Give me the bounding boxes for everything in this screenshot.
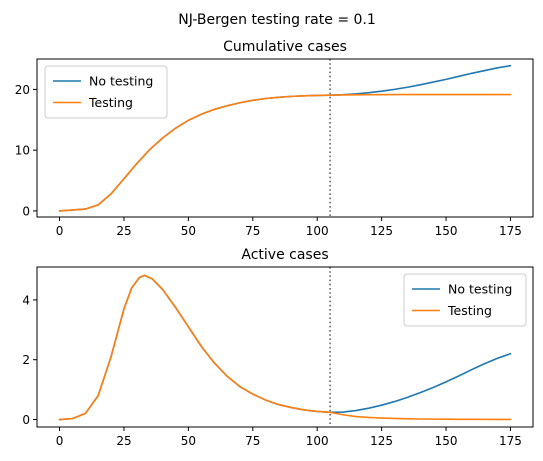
active-title: Active cases — [241, 247, 328, 263]
x-tick-label: 125 — [370, 434, 393, 448]
cumulative-x-tick: 175 — [499, 217, 522, 238]
active-x-tick: 100 — [306, 427, 329, 448]
active-y-tick: 4 — [22, 293, 37, 307]
x-tick-label: 25 — [116, 224, 131, 238]
cumulative-x-tick: 50 — [181, 217, 196, 238]
cumulative-y-tick: 20 — [15, 83, 37, 97]
legend-label-testing: Testing — [447, 303, 492, 318]
active-x-tick: 150 — [435, 427, 458, 448]
active-y-tick: 0 — [22, 413, 37, 427]
y-tick-label: 20 — [15, 83, 30, 97]
cumulative-x-tick: 150 — [435, 217, 458, 238]
figure-suptitle: NJ-Bergen testing rate = 0.1 — [178, 12, 376, 28]
legend-label-no-testing: No testing — [448, 282, 512, 297]
x-tick-label: 75 — [245, 224, 260, 238]
cumulative-x-tick: 75 — [245, 217, 260, 238]
x-tick-label: 0 — [56, 224, 64, 238]
y-tick-label: 4 — [22, 293, 30, 307]
y-tick-label: 2 — [22, 353, 30, 367]
active-x-tick: 50 — [181, 427, 196, 448]
x-tick-label: 25 — [116, 434, 131, 448]
cumulative-x-tick: 0 — [56, 217, 64, 238]
active-axes-frame — [36, 266, 534, 428]
x-tick-label: 150 — [435, 434, 458, 448]
legend-label-no-testing: No testing — [89, 74, 153, 89]
legend-box — [44, 65, 168, 119]
active-x-tick: 0 — [56, 427, 64, 448]
legend-box — [403, 273, 527, 327]
active-x-tick: 175 — [499, 427, 522, 448]
y-tick-label: 0 — [22, 204, 30, 218]
cumulative-y-tick: 0 — [22, 204, 37, 218]
x-tick-label: 50 — [181, 434, 196, 448]
cumulative-y-tick: 10 — [15, 144, 37, 158]
cumulative-cases-panel: Cumulative cases 0 25 50 75 100 125 150 175 0 10 20… — [15, 39, 534, 238]
x-tick-label: 50 — [181, 224, 196, 238]
x-tick-label: 175 — [499, 224, 522, 238]
active-cases-panel: Active cases 0 25 50 75 100 125 150 175 0 2 4 No tes… — [22, 247, 534, 448]
x-tick-label: 150 — [435, 224, 458, 238]
x-tick-label: 75 — [245, 434, 260, 448]
cumulative-axes-frame — [36, 58, 534, 218]
legend-label-testing: Testing — [88, 95, 133, 110]
x-tick-label: 125 — [370, 224, 393, 238]
cumulative-title: Cumulative cases — [223, 39, 347, 55]
active-x-tick: 25 — [116, 427, 132, 448]
x-tick-label: 175 — [499, 434, 522, 448]
y-tick-label: 0 — [22, 413, 30, 427]
cumulative-x-tick: 25 — [116, 217, 132, 238]
active-x-tick: 75 — [245, 427, 260, 448]
active-y-tick: 2 — [22, 353, 37, 367]
active-x-tick: 125 — [370, 427, 393, 448]
cumulative-series-testing — [58, 93, 512, 212]
active-legend: No testing Testing — [403, 273, 527, 327]
y-tick-label: 10 — [15, 144, 30, 158]
cumulative-legend: No testing Testing — [44, 65, 168, 119]
x-tick-label: 100 — [306, 224, 329, 238]
x-tick-label: 0 — [56, 434, 64, 448]
x-tick-label: 100 — [306, 434, 329, 448]
active-series-testing — [58, 274, 512, 421]
cumulative-x-tick: 125 — [370, 217, 393, 238]
cumulative-x-tick: 100 — [306, 217, 329, 238]
